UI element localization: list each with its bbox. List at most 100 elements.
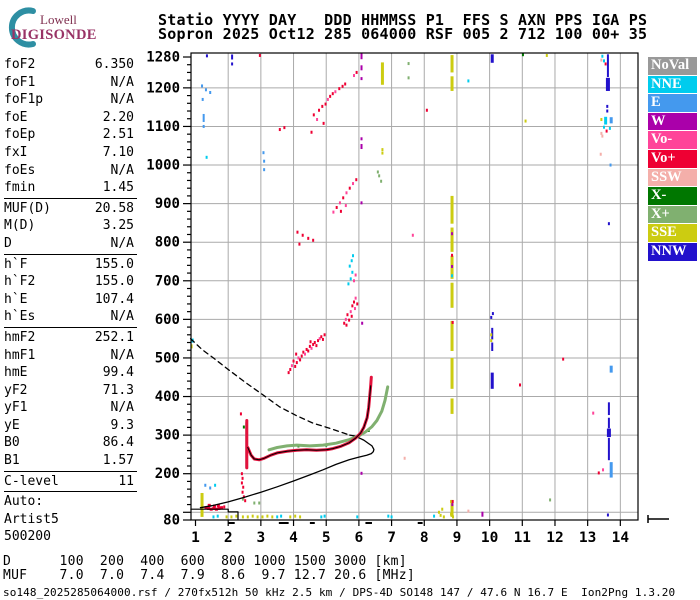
readout-foEs: foEs N/A [4,162,134,178]
echo-dot-SSE [289,515,292,519]
echo-dot-Vo+ [519,383,522,387]
echo-dot-NNE [348,264,351,268]
echo-dot-Vo+ [292,359,295,363]
echo-dot-NNE [280,514,283,518]
header-station-values: Sopron 2025 Oct12 285 064000 RSF 005 2 7… [158,25,648,43]
lowell-digisonde-logo: Lowell DIGISONDE [2,2,152,50]
echo-dot-SSE [241,515,244,519]
echo-dot-NNW [231,62,234,66]
echo-dot-SSE [545,53,548,57]
echo-dot-E [262,151,265,155]
echo-dot-NNE [212,515,215,519]
readout-foF1p: foF1p N/A [4,92,134,108]
echo-dot-NNE [433,514,436,518]
echo-dot-Vo+ [323,333,326,337]
echo-dot-SSE [235,514,238,518]
echo-dot-Vo+ [212,504,216,508]
echo-dot-Vo+ [244,499,247,503]
echo-dot-Vo+ [345,323,348,327]
readout-h`F2: h`F2 155.0 [4,274,134,290]
echo-bar-SSE [450,320,454,352]
echo-dot-Vo- [318,337,321,341]
readout-fxI: fxI 7.10 [4,144,134,160]
echo-dot-SSE [442,515,445,519]
logo-digisonde-text: DIGISONDE [11,27,97,43]
echo-dot-SSE [600,118,603,122]
echo-dot-Vo- [326,97,329,101]
x-tick-label: 9 [453,530,462,546]
echo-dot-Vo+ [204,506,208,510]
echo-dot-Vo+ [604,62,607,66]
echo-dot-Vo+ [317,339,320,343]
y-tick-label: 200 [155,466,180,482]
x-tick-label: 10 [481,530,498,546]
echo-dot-NNE [603,59,605,63]
echo-dot-X+ [241,497,244,501]
x-tick-label: 5 [322,530,331,546]
x-tick-label: 1 [191,530,200,546]
echo-dot-SSE [524,119,527,123]
status-line: so148_2025285064000.rsf / 270fx512h 50 k… [3,586,676,599]
echo-dot-NNE [451,274,454,278]
echo-dot-SSE [490,333,493,337]
echo-dot-E [209,91,212,95]
echo-dot-W [360,201,363,205]
ionogram-plot: 8020030040050060070080090010001100120012… [146,50,669,546]
echo-dot-Vo+ [241,476,244,480]
echo-dot-Vo+ [207,506,211,510]
echo-dot-W [451,232,454,236]
echo-dot-Vo+ [355,70,358,74]
legend-item-SSW: SSW [648,168,697,187]
echo-dot-Vo+ [350,314,353,318]
echo-dot-NNW [606,109,609,113]
echo-dot-Vo+ [605,129,608,133]
echo-dot-SSW [403,456,406,460]
echo-dot-Vo+ [220,506,224,510]
echo-dot-Vo- [602,468,605,472]
echo-dot-Vo+ [302,350,305,354]
readout-MUF(D): MUF(D) 20.58 [4,200,134,216]
muf-transmission-curve-solid [199,434,375,509]
echo-dot-Vo+ [241,490,244,494]
echo-dot-Vo+ [597,471,600,475]
echo-dot-Vo+ [242,485,245,489]
echo-dot-Vo- [297,356,300,360]
echo-dot-SSE [266,514,269,518]
echo-dot-SSW [599,152,602,156]
legend-item-NNE: NNE [648,75,697,94]
readout-hmF1: hmF1 N/A [4,347,134,363]
x-tick-label: 12 [546,530,563,546]
echo-dot-Vo+ [309,340,312,344]
readout-foF1: foF1 N/A [4,74,134,90]
echo-dot-NNE [276,515,279,519]
echo-dot-Vo- [592,411,595,415]
x-tick-label: 3 [256,530,265,546]
echo-bar-SSE [450,499,454,517]
echo-dot-NNE [601,54,604,58]
readout-h`E: h`E 107.4 [4,291,134,307]
echo-dot-E [263,168,266,172]
echo-dot-Vo+ [216,504,220,508]
echo-dot-Vo+ [356,302,359,306]
echo-dot-X+ [258,501,261,505]
echo-dot-Vo+ [335,205,338,209]
x-tick-label: 8 [420,530,429,546]
e-profile-step [190,508,239,520]
echo-dot-NNE [387,514,390,518]
echo-dot-NNE [216,514,219,518]
x-tick-label: 14 [612,530,630,546]
echo-dot-Vo+ [338,87,341,91]
echo-dot-Vo+ [343,321,346,325]
echo-dot-Vo+ [341,84,344,88]
echo-dot-NNW [607,222,610,226]
echo-dot-NNE [214,483,217,487]
x-tick-label: 13 [579,530,596,546]
echo-dot-Vo- [332,210,335,214]
echo-dot-E [204,88,207,92]
scaled-parameters-panel: foF2 6.350 foF1 N/A foF1p N/A foE 2.20 foEp 2.51 f… [4,56,140,546]
echo-dot-Vo+ [310,130,313,134]
echo-dot-Vo+ [313,341,316,345]
y-tick-label: 80 [163,513,180,529]
echo-dot-W [481,511,484,517]
